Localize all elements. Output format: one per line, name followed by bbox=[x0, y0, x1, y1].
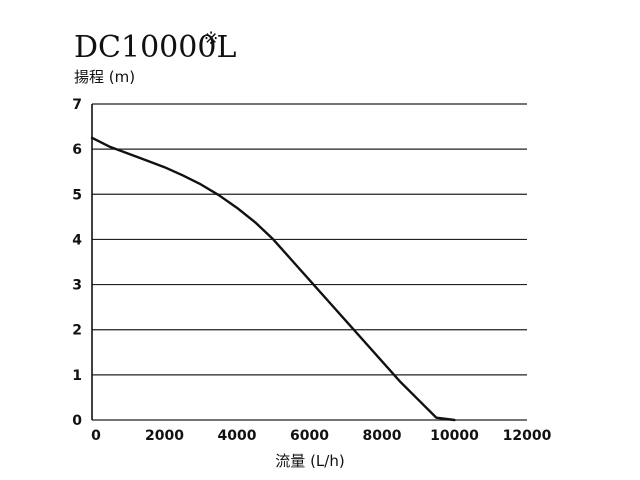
y-tick-label: 1 bbox=[72, 368, 82, 384]
y-tick-label: 0 bbox=[72, 413, 82, 429]
x-tick-label: 6000 bbox=[290, 428, 329, 444]
x-tick-label: 8000 bbox=[363, 428, 402, 444]
x-tick-label: 4000 bbox=[218, 428, 257, 444]
y-tick-label: 7 bbox=[72, 97, 82, 113]
tick-labels: 0 1 2 3 4 5 6 7 0 2000 4000 6000 8000 10000 12000 bbox=[72, 97, 551, 444]
y-tick-label: 6 bbox=[72, 142, 82, 158]
data-series bbox=[90, 136, 456, 422]
y-tick-label: 2 bbox=[72, 323, 82, 339]
x-tick-label: 12000 bbox=[503, 428, 552, 444]
x-tick-label: 10000 bbox=[430, 428, 479, 444]
y-axis-label: 揚程 (m) bbox=[74, 68, 135, 86]
y-tick-label: 5 bbox=[72, 187, 82, 203]
x-tick-label: 0 bbox=[91, 428, 101, 444]
title-reference-mark: ※ bbox=[204, 29, 218, 49]
x-tick-label: 2000 bbox=[145, 428, 184, 444]
x-axis-label: 流量 (L/h) bbox=[275, 452, 344, 470]
grid-lines bbox=[92, 103, 527, 421]
series-line-0 bbox=[90, 136, 456, 422]
chart-title: DC10000L bbox=[74, 30, 236, 65]
y-tick-label: 3 bbox=[72, 278, 82, 294]
y-tick-label: 4 bbox=[72, 232, 82, 248]
